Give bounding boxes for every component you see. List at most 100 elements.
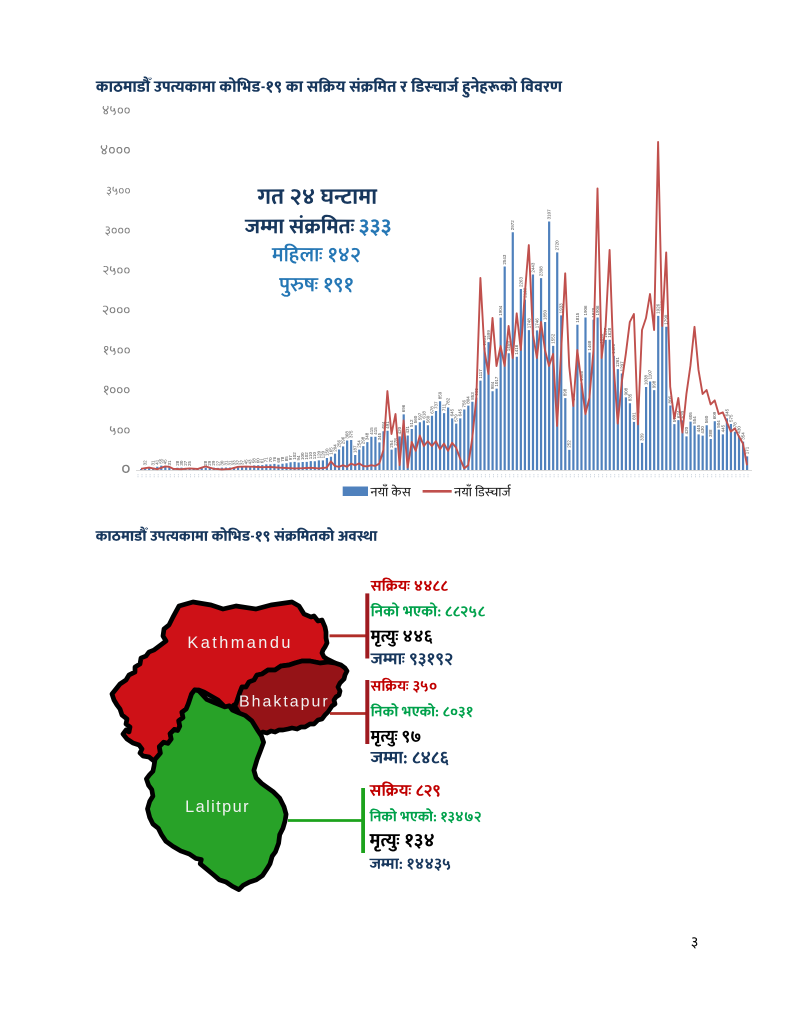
svg-text:415: 415 (373, 427, 378, 435)
svg-text:388: 388 (708, 429, 713, 437)
svg-text:61: 61 (260, 458, 265, 464)
svg-text:31: 31 (167, 460, 172, 466)
svg-text:415: 415 (369, 427, 374, 435)
svg-text:120: 120 (316, 450, 321, 458)
svg-text:609: 609 (712, 411, 717, 419)
svg-text:120: 120 (320, 450, 325, 458)
svg-text:835: 835 (627, 393, 632, 401)
svg-text:1850: 1850 (543, 309, 548, 320)
svg-text:478: 478 (732, 422, 737, 430)
svg-text:171: 171 (745, 446, 750, 454)
svg-text:1628: 1628 (607, 327, 612, 338)
svg-text:29: 29 (207, 460, 212, 466)
svg-text:298: 298 (361, 436, 366, 444)
svg-text:43: 43 (248, 459, 253, 465)
svg-text:1038: 1038 (644, 374, 649, 385)
svg-text:100: 100 (300, 452, 305, 460)
svg-text:1468: 1468 (587, 340, 592, 351)
svg-text:1117: 1117 (478, 369, 483, 379)
svg-text:908: 908 (623, 387, 628, 395)
svg-text:1261: 1261 (615, 357, 620, 368)
svg-text:2263: 2263 (518, 276, 523, 287)
svg-text:484: 484 (381, 421, 386, 429)
svg-text:624: 624 (676, 410, 681, 418)
svg-text:898: 898 (563, 388, 568, 396)
svg-text:491: 491 (385, 421, 390, 429)
svg-text:256: 256 (337, 439, 342, 447)
svg-text:254: 254 (357, 440, 362, 448)
svg-text:31: 31 (227, 460, 232, 466)
svg-text:859: 859 (438, 391, 443, 399)
svg-text:348: 348 (365, 432, 370, 440)
svg-text:354: 354 (741, 432, 746, 440)
svg-text:2720: 2720 (555, 240, 560, 251)
svg-text:45: 45 (244, 459, 249, 465)
svg-text:431: 431 (405, 425, 410, 433)
svg-text:Kathmandu: Kathmandu (187, 634, 290, 652)
svg-text:504: 504 (716, 420, 721, 428)
svg-text:29: 29 (211, 460, 216, 466)
svg-text:94: 94 (296, 455, 301, 461)
svg-text:45: 45 (163, 459, 168, 465)
svg-text:1599: 1599 (486, 330, 491, 341)
svg-text:605: 605 (688, 412, 693, 420)
svg-text:804: 804 (466, 396, 471, 404)
svg-text:187: 187 (353, 445, 358, 453)
svg-text:575: 575 (728, 414, 733, 422)
svg-text:102: 102 (304, 452, 309, 460)
svg-text:31: 31 (151, 460, 156, 466)
svg-text:339: 339 (640, 433, 645, 441)
svg-text:68: 68 (276, 457, 281, 463)
svg-text:345: 345 (377, 432, 382, 440)
svg-text:737: 737 (433, 401, 438, 409)
svg-text:445: 445 (720, 424, 725, 432)
svg-text:1906: 1906 (583, 305, 588, 316)
svg-text:278: 278 (393, 438, 398, 446)
svg-text:Bhaktapur: Bhaktapur (239, 694, 328, 711)
svg-text:55: 55 (159, 458, 164, 464)
svg-text:60: 60 (256, 458, 261, 464)
svg-text:28: 28 (175, 460, 180, 466)
svg-text:554: 554 (692, 416, 697, 424)
svg-text:204: 204 (332, 444, 337, 452)
svg-text:150: 150 (324, 448, 329, 456)
svg-text:560: 560 (425, 415, 430, 423)
svg-text:645: 645 (724, 408, 729, 416)
svg-text:110: 110 (308, 452, 313, 460)
svg-text:512: 512 (409, 419, 414, 427)
svg-text:579: 579 (454, 414, 459, 422)
svg-text:1815: 1815 (575, 312, 580, 323)
svg-text:375: 375 (349, 430, 354, 438)
svg-text:Lalitpur: Lalitpur (185, 798, 249, 816)
svg-text:756: 756 (462, 399, 467, 407)
svg-text:998: 998 (652, 380, 657, 388)
svg-text:1933: 1933 (559, 303, 564, 314)
svg-text:1017: 1017 (494, 376, 499, 387)
svg-text:645: 645 (450, 408, 455, 416)
svg-text:1906: 1906 (595, 305, 600, 316)
svg-text:85: 85 (284, 456, 289, 462)
svg-text:41: 41 (155, 459, 160, 465)
svg-text:58: 58 (252, 458, 257, 464)
svg-text:31: 31 (223, 460, 228, 466)
svg-text:2972: 2972 (510, 220, 515, 231)
svg-text:296: 296 (341, 436, 346, 444)
svg-text:78: 78 (280, 456, 285, 462)
svg-text:1746: 1746 (534, 318, 539, 329)
svg-text:618: 618 (421, 411, 426, 419)
svg-text:430: 430 (736, 426, 741, 434)
svg-text:33: 33 (231, 460, 236, 466)
svg-text:782: 782 (446, 397, 451, 405)
svg-text:1207: 1207 (619, 361, 624, 372)
svg-text:1416: 1416 (514, 344, 519, 355)
svg-text:420: 420 (397, 426, 402, 434)
svg-text:76: 76 (272, 456, 277, 462)
svg-text:420: 420 (684, 426, 689, 434)
svg-text:597: 597 (417, 412, 422, 420)
svg-text:254: 254 (389, 440, 394, 448)
svg-text:2443: 2443 (530, 262, 535, 273)
svg-text:1107: 1107 (648, 369, 653, 379)
svg-text:1790: 1790 (664, 314, 669, 325)
svg-text:445: 445 (696, 424, 701, 432)
svg-text:601: 601 (631, 412, 636, 420)
